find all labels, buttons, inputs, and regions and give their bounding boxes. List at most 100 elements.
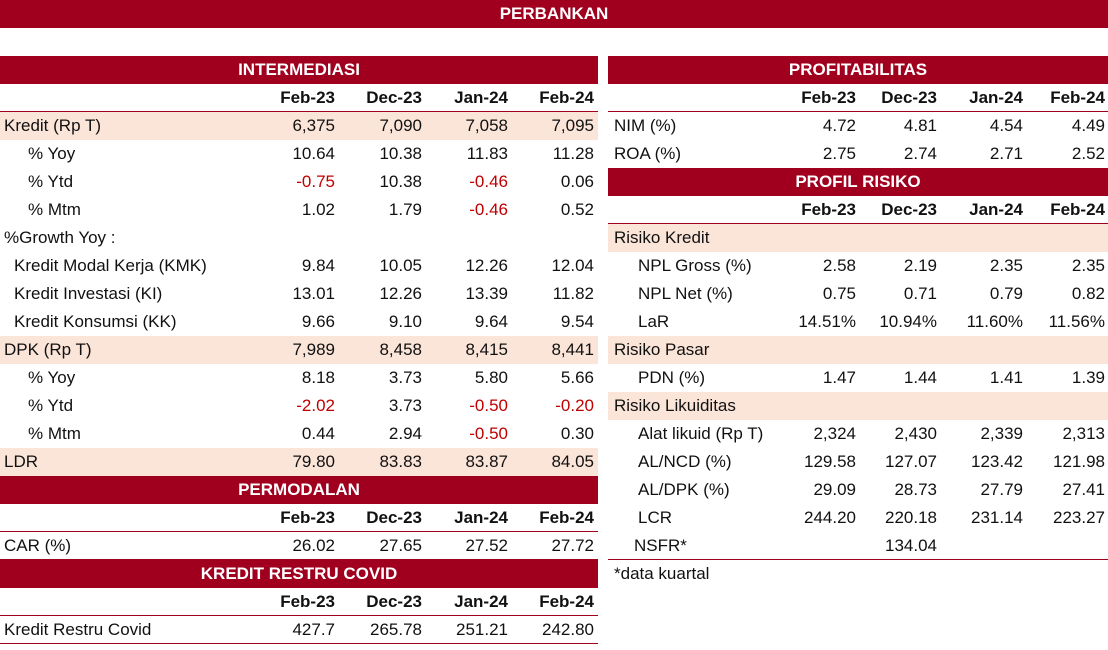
- cell-value: 0.79: [989, 284, 1023, 303]
- table-row: Kredit Modal Kerja (KMK) 9.84 10.05 12.2…: [0, 252, 598, 280]
- cell-value: 220.18: [885, 508, 937, 527]
- table-row: %Growth Yoy :: [0, 224, 598, 252]
- table-row: % Yoy 10.64 10.38 11.83 11.28: [0, 140, 598, 168]
- cell-value: 83.87: [465, 452, 508, 471]
- period-label: Dec-23: [881, 88, 937, 107]
- cell-value: 2.52: [1071, 144, 1105, 163]
- cell-value: 8.18: [301, 368, 335, 387]
- table-row: DPK (Rp T) 7,989 8,458 8,415 8,441: [0, 336, 598, 364]
- cell-value: 79.80: [292, 452, 335, 471]
- cell-value: 134.04: [885, 536, 937, 555]
- cell-value: 2.71: [989, 144, 1023, 163]
- cell-value: 8,415: [465, 340, 508, 359]
- period-label: Feb-24: [1050, 200, 1105, 219]
- cell-value: 27.41: [1062, 480, 1105, 499]
- cell-value: 251.21: [456, 620, 508, 639]
- period-label: Jan-24: [454, 88, 508, 107]
- cell-value: 9.84: [301, 256, 335, 275]
- period-label: Jan-24: [969, 88, 1023, 107]
- cell-value: 427.7: [292, 620, 335, 639]
- cell-value: 6,375: [292, 116, 335, 135]
- row-label: Kredit Konsumsi (KK): [14, 312, 177, 331]
- cell-value: 242.80: [542, 620, 594, 639]
- table-row: NPL Gross (%) 2.58 2.19 2.35 2.35: [608, 252, 1108, 280]
- table-row: CAR (%) 26.02 27.65 27.52 27.72: [0, 532, 598, 560]
- table-row: PDN (%) 1.47 1.44 1.41 1.39: [608, 364, 1108, 392]
- cell-value: 223.27: [1053, 508, 1105, 527]
- cell-value: 12.04: [551, 256, 594, 275]
- intermediasi-title: INTERMEDIASI: [238, 60, 360, 79]
- row-label: NPL Net (%): [638, 284, 733, 303]
- footnote-text: *data kuartal: [614, 564, 710, 583]
- kredit-restru-period-header: Feb-23 Dec-23 Jan-24 Feb-24: [0, 588, 598, 616]
- permodalan-period-header: Feb-23 Dec-23 Jan-24 Feb-24: [0, 504, 598, 532]
- page-title: PERBANKAN: [0, 0, 1108, 28]
- cell-value: 244.20: [804, 508, 856, 527]
- row-label: Risiko Pasar: [614, 340, 710, 359]
- cell-value: 10.64: [292, 144, 335, 163]
- cell-value: 5.80: [474, 368, 508, 387]
- period-label: Feb-23: [280, 88, 335, 107]
- period-label: Dec-23: [366, 508, 422, 527]
- row-label: NIM (%): [614, 116, 677, 135]
- cell-value: 2,324: [813, 424, 856, 443]
- period-label: Jan-24: [454, 508, 508, 527]
- left-panel: INTERMEDIASI Feb-23 Dec-23 Jan-24 Feb-24…: [0, 56, 598, 644]
- row-label: LDR: [4, 452, 39, 471]
- row-label: Kredit Modal Kerja (KMK): [14, 256, 207, 275]
- cell-value: 0.30: [560, 424, 594, 443]
- cell-value: 9.66: [301, 312, 335, 331]
- cell-value: 3.73: [388, 396, 422, 415]
- table-row: LaR 14.51% 10.94% 11.60% 11.56%: [608, 308, 1108, 336]
- period-label: Jan-24: [969, 200, 1023, 219]
- table-row: Risiko Kredit: [608, 224, 1108, 252]
- cell-value: -0.20: [555, 396, 594, 415]
- cell-value: 2,313: [1062, 424, 1105, 443]
- cell-value: 231.14: [971, 508, 1023, 527]
- cell-value: 127.07: [885, 452, 937, 471]
- cell-value: 10.38: [379, 144, 422, 163]
- cell-value: 2.74: [903, 144, 937, 163]
- cell-value: 2.35: [989, 256, 1023, 275]
- cell-value: 11.82: [552, 284, 594, 303]
- cell-value: 4.81: [903, 116, 937, 135]
- profitabilitas-title: PROFITABILITAS: [788, 60, 928, 79]
- cell-value: 26.02: [292, 536, 335, 555]
- profitabilitas-header: PROFITABILITAS: [608, 56, 1108, 84]
- profil-risiko-period-header: Feb-23 Dec-23 Jan-24 Feb-24: [608, 196, 1108, 224]
- table-row: NIM (%) 4.72 4.81 4.54 4.49: [608, 112, 1108, 140]
- row-label: PDN (%): [638, 368, 706, 387]
- cell-value: 1.39: [1071, 368, 1105, 387]
- table-row: Risiko Pasar: [608, 336, 1108, 364]
- row-label: Kredit (Rp T): [4, 116, 101, 135]
- intermediasi-header: INTERMEDIASI: [0, 56, 598, 84]
- period-label: Jan-24: [454, 592, 508, 611]
- period-label: Dec-23: [366, 88, 422, 107]
- cell-value: 0.44: [301, 424, 335, 443]
- cell-value: 28.73: [894, 480, 937, 499]
- period-label: Feb-24: [539, 88, 594, 107]
- table-row: AL/NCD (%) 129.58 127.07 123.42 121.98: [608, 448, 1108, 476]
- cell-value: 12.26: [465, 256, 508, 275]
- period-label: Feb-23: [280, 592, 335, 611]
- cell-value: 2.19: [903, 256, 937, 275]
- cell-value: -0.46: [469, 200, 508, 219]
- row-label: LCR: [638, 508, 673, 527]
- table-row: AL/DPK (%) 29.09 28.73 27.79 27.41: [608, 476, 1108, 504]
- row-label: Kredit Investasi (KI): [14, 284, 163, 303]
- cell-value: 14.51%: [798, 312, 856, 331]
- cell-value: 12.26: [379, 284, 422, 303]
- cell-value: 27.52: [465, 536, 508, 555]
- table-row: NSFR* 134.04: [608, 532, 1108, 560]
- row-label: DPK (Rp T): [4, 340, 92, 359]
- table-row: % Ytd -0.75 10.38 -0.46 0.06: [0, 168, 598, 196]
- row-label: AL/NCD (%): [638, 452, 732, 471]
- cell-value: 3.73: [388, 368, 422, 387]
- cell-value: 9.10: [388, 312, 422, 331]
- row-label: LaR: [638, 312, 670, 331]
- row-label: Risiko Kredit: [614, 228, 710, 247]
- cell-value: 1.47: [822, 368, 856, 387]
- cell-value: 0.52: [560, 200, 594, 219]
- cell-value: 2.75: [822, 144, 856, 163]
- cell-value: -0.75: [296, 172, 335, 191]
